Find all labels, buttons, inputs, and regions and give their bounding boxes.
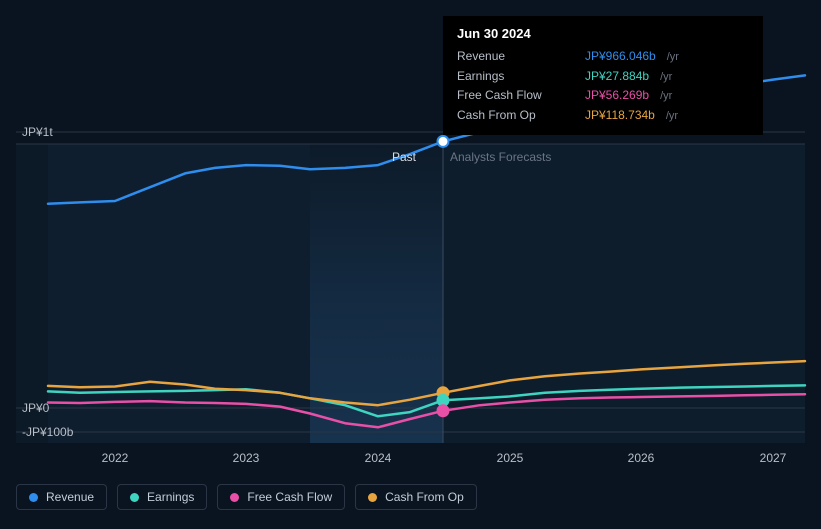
x-tick-label: 2023 xyxy=(233,451,260,465)
tooltip-row-unit: /yr xyxy=(667,49,679,67)
y-tick-label: -JP¥100b xyxy=(22,425,73,439)
chart-legend: Revenue Earnings Free Cash Flow Cash From O… xyxy=(16,484,477,510)
tooltip-date: Jun 30 2024 xyxy=(457,26,749,41)
financials-chart[interactable]: Past Analysts Forecasts JP¥1t JP¥0 -JP¥100… xyxy=(0,0,821,524)
past-section-label: Past xyxy=(392,150,416,164)
x-tick-label: 2025 xyxy=(497,451,524,465)
tooltip-row-label: Revenue xyxy=(457,47,577,66)
legend-item-label: Revenue xyxy=(46,490,94,504)
tooltip-row-label: Cash From Op xyxy=(457,106,577,125)
legend-swatch-icon xyxy=(368,493,377,502)
y-tick-label: JP¥0 xyxy=(22,401,49,415)
tooltip-row-label: Free Cash Flow xyxy=(457,86,577,105)
legend-item-revenue[interactable]: Revenue xyxy=(16,484,107,510)
tooltip-row-value: JP¥56.269b xyxy=(585,86,649,105)
legend-swatch-icon xyxy=(230,493,239,502)
legend-item-fcf[interactable]: Free Cash Flow xyxy=(217,484,345,510)
legend-item-label: Cash From Op xyxy=(385,490,464,504)
y-tick-label: JP¥1t xyxy=(22,125,53,139)
x-tick-label: 2027 xyxy=(760,451,787,465)
hover-tooltip: Jun 30 2024 RevenueJP¥966.046b/yrEarning… xyxy=(443,16,763,135)
tooltip-row: Cash From Op JP¥118.734b/yr xyxy=(457,106,749,126)
tooltip-row: Free Cash Flow JP¥56.269b/yr xyxy=(457,86,749,106)
tooltip-row-unit: /yr xyxy=(660,69,672,87)
forecast-section-label: Analysts Forecasts xyxy=(450,150,551,164)
x-tick-label: 2022 xyxy=(102,451,129,465)
tooltip-row: Earnings JP¥27.884b/yr xyxy=(457,67,749,87)
x-tick-label: 2024 xyxy=(365,451,392,465)
tooltip-row-value: JP¥27.884b xyxy=(585,67,649,86)
tooltip-row-unit: /yr xyxy=(660,88,672,106)
tooltip-row-label: Earnings xyxy=(457,67,577,86)
legend-swatch-icon xyxy=(130,493,139,502)
legend-swatch-icon xyxy=(29,493,38,502)
tooltip-row-unit: /yr xyxy=(666,108,678,126)
tooltip-row-value: JP¥118.734b xyxy=(585,106,655,125)
legend-item-label: Earnings xyxy=(147,490,194,504)
legend-item-earnings[interactable]: Earnings xyxy=(117,484,207,510)
x-tick-label: 2026 xyxy=(628,451,655,465)
legend-item-label: Free Cash Flow xyxy=(247,490,332,504)
tooltip-row-value: JP¥966.046b xyxy=(585,47,656,66)
tooltip-row: Revenue JP¥966.046b/yr xyxy=(457,47,749,67)
legend-item-cfo[interactable]: Cash From Op xyxy=(355,484,477,510)
